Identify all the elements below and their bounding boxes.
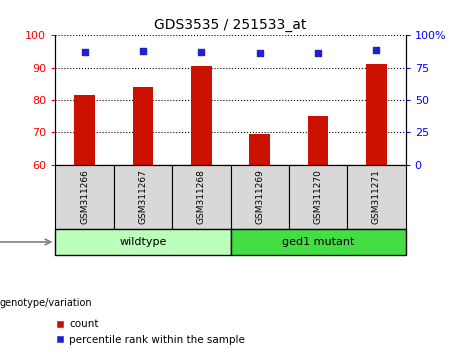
Bar <box>191 66 212 165</box>
Bar <box>347 165 406 229</box>
Text: GSM311270: GSM311270 <box>313 169 323 224</box>
Title: GDS3535 / 251533_at: GDS3535 / 251533_at <box>154 18 307 32</box>
Point <box>139 48 147 54</box>
Bar <box>55 165 114 229</box>
Bar <box>230 165 289 229</box>
Text: ged1 mutant: ged1 mutant <box>282 237 354 247</box>
Point <box>373 47 380 53</box>
Text: GSM311266: GSM311266 <box>80 169 89 224</box>
Point <box>81 49 88 55</box>
Bar <box>289 165 347 229</box>
Bar <box>74 95 95 165</box>
Bar <box>55 229 230 255</box>
Point <box>314 50 322 56</box>
Text: wildtype: wildtype <box>119 237 166 247</box>
Bar <box>230 229 406 255</box>
Legend: count, percentile rank within the sample: count, percentile rank within the sample <box>51 315 249 349</box>
Text: GSM311267: GSM311267 <box>138 169 148 224</box>
Bar <box>133 87 153 165</box>
Point <box>198 49 205 55</box>
Text: GSM311268: GSM311268 <box>197 169 206 224</box>
Bar <box>366 64 387 165</box>
Bar <box>249 134 270 165</box>
Text: genotype/variation: genotype/variation <box>0 298 93 308</box>
Text: GSM311269: GSM311269 <box>255 169 264 224</box>
Text: GSM311271: GSM311271 <box>372 169 381 224</box>
Bar <box>172 165 230 229</box>
Bar <box>308 116 328 165</box>
Bar <box>114 165 172 229</box>
Point <box>256 51 263 56</box>
